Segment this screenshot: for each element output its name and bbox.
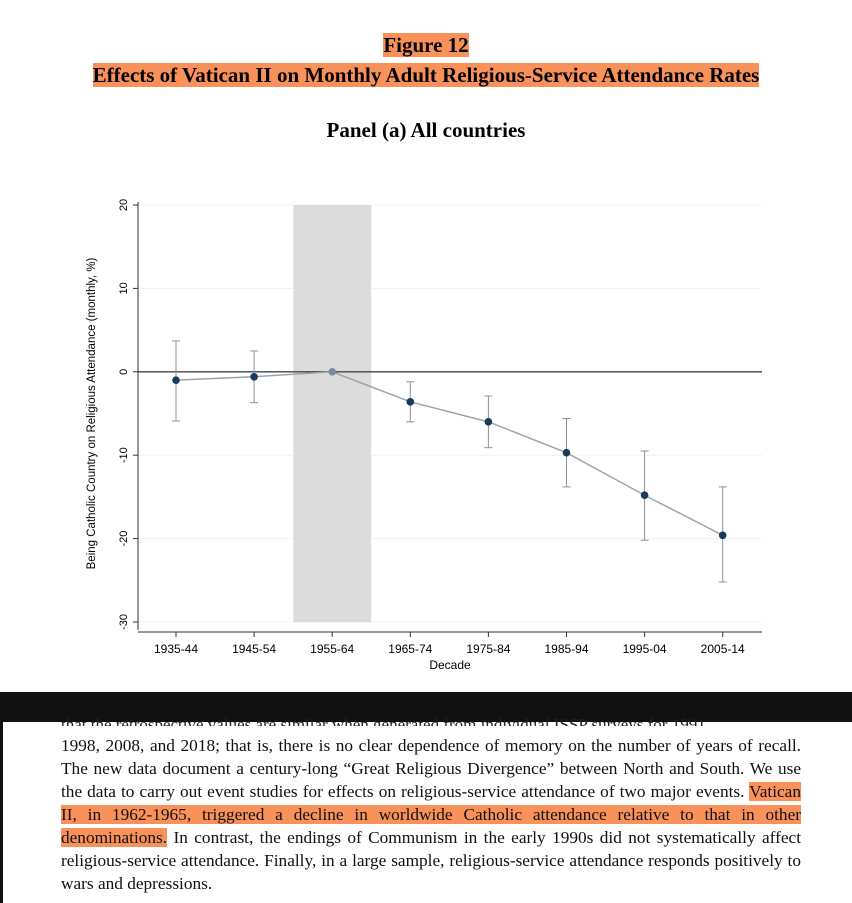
figure: Figure 12 Effects of Vatican II on Month…: [86, 33, 762, 672]
cut-line: that the retrospective values are simila…: [61, 715, 710, 726]
y-tick-label: -20: [118, 531, 130, 547]
body-text: that the retrospective values are simila…: [0, 715, 852, 903]
x-tick-label: 1975-84: [466, 642, 510, 656]
figure-title: Effects of Vatican II on Monthly Adult R…: [92, 63, 760, 87]
data-point: [718, 531, 727, 540]
paragraph: 1998, 2008, and 2018; that is, there is …: [61, 736, 801, 893]
chart: 20 10 0 -10 -20 -30 1935-44 1945-54 1955-64 1965-…: [86, 178, 762, 672]
x-axis-label: Decade: [429, 658, 471, 672]
x-tick-label: 1945-54: [232, 642, 276, 656]
y-tick-label: 0: [118, 369, 130, 375]
plot-area: [138, 178, 762, 632]
data-point: [250, 373, 258, 381]
series-line: [175, 371, 724, 536]
data-point: [328, 368, 337, 376]
y-axis-label: Being Catholic Country on Religious Atte…: [86, 257, 98, 569]
data-point: [562, 448, 571, 457]
figure-number: Figure 12: [383, 33, 469, 57]
data-point: [640, 491, 649, 500]
x-tick-label: 1965-74: [388, 642, 432, 656]
data-point: [484, 418, 493, 426]
dark-band: [0, 692, 852, 722]
x-tick-label: 1955-64: [310, 642, 354, 656]
vatican-ii-shade: [293, 205, 372, 622]
y-tick-label: 10: [118, 282, 130, 294]
x-tick-label: 1995-04: [623, 642, 667, 656]
y-tick-label: -30: [118, 614, 130, 630]
y-tick-label: -10: [118, 447, 130, 463]
x-tick-label: 2005-14: [701, 642, 745, 656]
x-tick-label: 1935-44: [154, 642, 198, 656]
panel-title: Panel (a) All countries: [326, 118, 526, 142]
x-tick-label: 1985-94: [544, 642, 588, 656]
y-tick-label: 20: [118, 199, 130, 211]
data-point: [172, 376, 180, 384]
data-point: [406, 398, 415, 406]
